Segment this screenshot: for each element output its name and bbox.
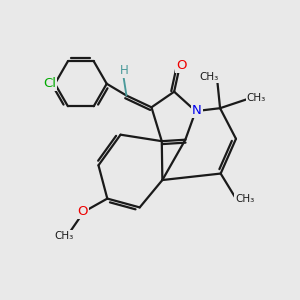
Text: CH₃: CH₃ bbox=[235, 194, 254, 204]
Text: N: N bbox=[192, 104, 202, 117]
Text: H: H bbox=[120, 64, 129, 77]
Text: Cl: Cl bbox=[43, 77, 56, 90]
Text: O: O bbox=[77, 205, 88, 218]
Text: CH₃: CH₃ bbox=[246, 93, 266, 103]
Text: CH₃: CH₃ bbox=[199, 72, 218, 82]
Text: CH₃: CH₃ bbox=[54, 231, 74, 241]
Text: O: O bbox=[176, 59, 187, 72]
